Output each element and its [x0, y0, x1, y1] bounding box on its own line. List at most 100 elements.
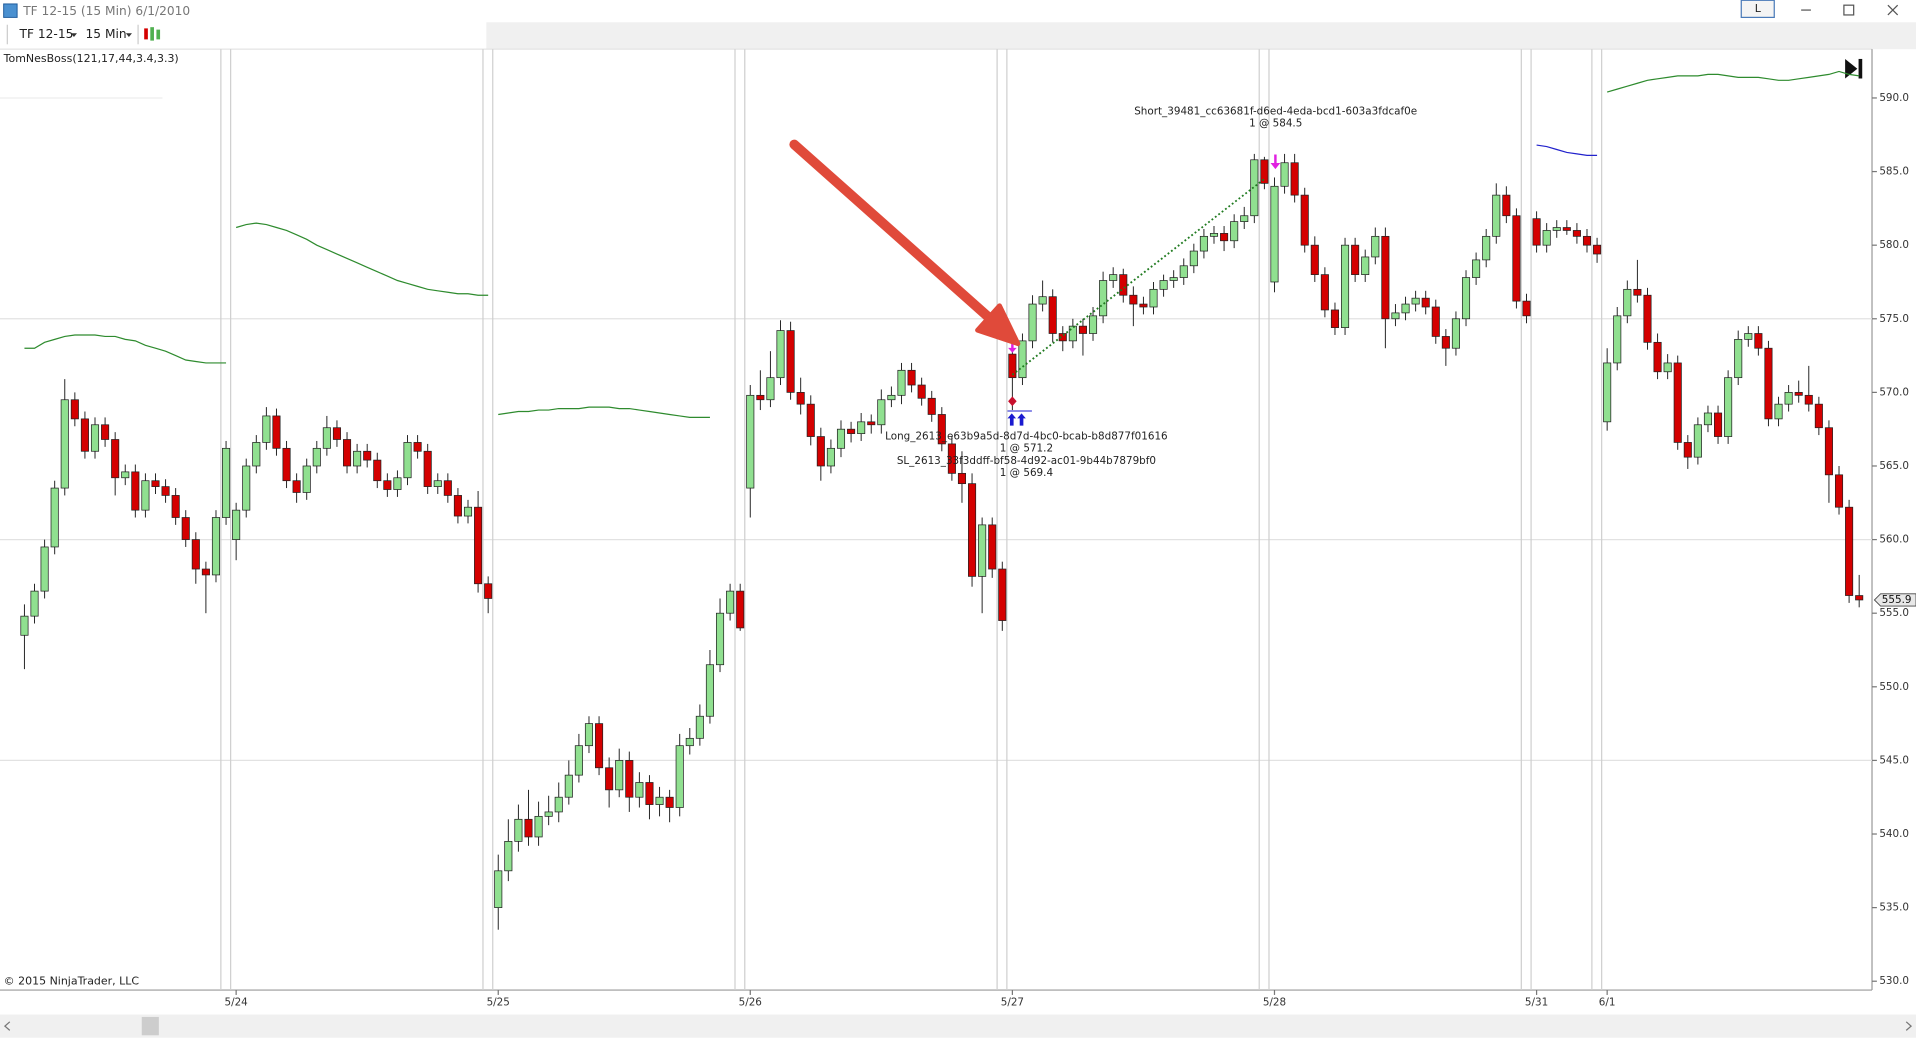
candle-body: [917, 384, 926, 399]
y-tick-label: 530.0: [1879, 975, 1909, 987]
candle-body: [1008, 353, 1017, 379]
candle-body: [1361, 256, 1370, 275]
close-window[interactable]: [1887, 4, 1899, 16]
exit-arrow: [1270, 154, 1281, 170]
candle-body: [867, 421, 876, 426]
candle-body: [826, 447, 835, 467]
candle-body: [272, 415, 281, 449]
window-title: TF 12-15 (15 Min) 6/1/2010: [22, 4, 190, 18]
candle-body: [1492, 194, 1501, 237]
candle-body: [1119, 274, 1128, 296]
candle-body: [80, 418, 89, 452]
y-tick-label: 580.0: [1879, 239, 1909, 251]
candle-body: [1159, 280, 1168, 290]
candle-body: [413, 442, 422, 452]
candle-body: [665, 796, 674, 808]
y-tick-label: 550.0: [1879, 681, 1909, 693]
candle-body: [1310, 244, 1319, 275]
toolbar-band: [486, 22, 1916, 50]
candle-body: [161, 486, 170, 496]
candle-body: [332, 427, 341, 440]
candle-body: [766, 377, 775, 401]
candle-body: [242, 465, 251, 511]
last-price-label: 555.9: [1882, 594, 1912, 606]
candle-body: [1099, 280, 1108, 317]
candle-body: [877, 399, 886, 426]
candle-body: [675, 745, 684, 808]
candle-body: [433, 480, 442, 487]
candle-body: [1139, 303, 1148, 308]
candle-body: [50, 487, 59, 548]
candle-body: [1562, 227, 1571, 231]
copyright: © 2015 NinjaTrader, LLC: [4, 975, 140, 988]
candle-body: [342, 439, 352, 467]
candle-body: [1794, 392, 1803, 396]
candle-body: [816, 436, 825, 467]
candle-body: [1230, 221, 1239, 242]
candle-body: [1502, 194, 1511, 217]
instrument-select[interactable]: TF 12-15: [19, 27, 74, 41]
play-bar[interactable]: [1858, 58, 1863, 79]
indicator-line: [24, 334, 227, 364]
candle-body: [534, 815, 543, 838]
scrollbar-thumb[interactable]: [141, 1016, 159, 1036]
candle-body: [1300, 194, 1309, 246]
y-tick-label: 560.0: [1879, 534, 1909, 546]
candle-body: [201, 568, 210, 576]
y-tick-label: 555.0: [1879, 607, 1909, 619]
candle-body: [1290, 162, 1299, 196]
candle-body: [705, 664, 714, 717]
candle-body: [353, 450, 362, 467]
candle-body: [1068, 325, 1077, 342]
candle-body: [443, 480, 452, 496]
candle-body: [1461, 277, 1471, 320]
candle-body: [1341, 244, 1350, 328]
last-price-tag: [1873, 593, 1916, 607]
candle-body: [1260, 159, 1269, 184]
candle-body: [1179, 265, 1188, 278]
stop-order-fill: 1 @ 569.4: [1000, 467, 1054, 479]
scrollbar[interactable]: [0, 1014, 1916, 1038]
indicator-line: [1536, 144, 1598, 156]
candle-body: [373, 459, 382, 482]
candle-body: [1129, 294, 1138, 305]
stop-marker: [1008, 396, 1017, 407]
candle-body: [1653, 341, 1662, 373]
l-button-label[interactable]: L: [1755, 2, 1762, 15]
candle-body: [736, 590, 745, 629]
candle-body: [857, 421, 866, 434]
scroll-left[interactable]: [3, 1021, 11, 1031]
candle-body: [1048, 296, 1057, 334]
candle-body: [131, 471, 140, 511]
candle-body: [655, 796, 664, 805]
scroll-right[interactable]: [1905, 1021, 1913, 1031]
indicator-label: TomNesBoss(121,17,44,3.4,3.3): [3, 52, 179, 65]
candle-body: [1512, 215, 1521, 302]
interval-select[interactable]: 15 Min: [86, 27, 127, 41]
candle-body: [151, 480, 160, 487]
candle-body: [1552, 227, 1561, 231]
candle-body: [1411, 297, 1420, 305]
y-tick-label: 545.0: [1879, 754, 1909, 766]
candle-body: [1088, 315, 1098, 334]
restore[interactable]: [1843, 4, 1855, 16]
candle-body: [1784, 392, 1793, 405]
candle-body: [574, 745, 583, 776]
candle-body: [1724, 377, 1733, 437]
candle-body: [605, 767, 614, 791]
candle-body: [645, 782, 654, 805]
candle-body: [625, 760, 634, 798]
dropdown-arrow: [125, 33, 132, 37]
l-button[interactable]: [1740, 0, 1775, 19]
y-tick-label: 540.0: [1879, 828, 1909, 840]
candle-body: [1431, 306, 1440, 337]
candle-body: [1038, 296, 1047, 305]
candle-body: [1209, 233, 1219, 237]
candle-body: [796, 392, 805, 405]
entry-signal: [1008, 340, 1017, 353]
candle-body: [1582, 235, 1592, 246]
candle-body: [776, 330, 785, 379]
chart-style-icon[interactable]: [144, 27, 161, 41]
long-order-name: Long_2613_e63b9a5d-8d7d-4bc0-bcab-b8d877…: [885, 431, 1168, 443]
x-tick-label: 5/24: [224, 996, 248, 1008]
